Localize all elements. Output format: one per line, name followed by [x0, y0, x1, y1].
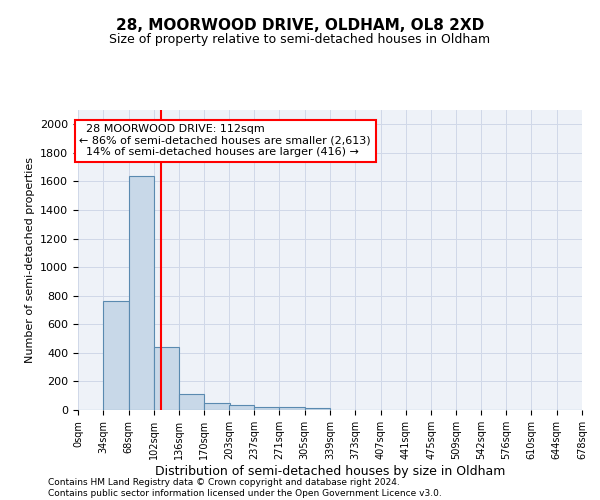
Bar — [254, 407, 280, 410]
Text: 28, MOORWOOD DRIVE, OLDHAM, OL8 2XD: 28, MOORWOOD DRIVE, OLDHAM, OL8 2XD — [116, 18, 484, 32]
Text: Contains HM Land Registry data © Crown copyright and database right 2024.
Contai: Contains HM Land Registry data © Crown c… — [48, 478, 442, 498]
Bar — [103, 302, 128, 410]
Bar — [305, 408, 330, 410]
Y-axis label: Number of semi-detached properties: Number of semi-detached properties — [25, 157, 35, 363]
Bar — [205, 403, 230, 410]
Bar — [154, 347, 179, 410]
Bar — [280, 408, 305, 410]
Bar — [229, 406, 254, 410]
Text: Size of property relative to semi-detached houses in Oldham: Size of property relative to semi-detach… — [109, 32, 491, 46]
Text: 28 MOORWOOD DRIVE: 112sqm
← 86% of semi-detached houses are smaller (2,613)
  14: 28 MOORWOOD DRIVE: 112sqm ← 86% of semi-… — [79, 124, 371, 158]
X-axis label: Distribution of semi-detached houses by size in Oldham: Distribution of semi-detached houses by … — [155, 464, 505, 477]
Bar — [179, 394, 205, 410]
Bar — [128, 176, 154, 410]
